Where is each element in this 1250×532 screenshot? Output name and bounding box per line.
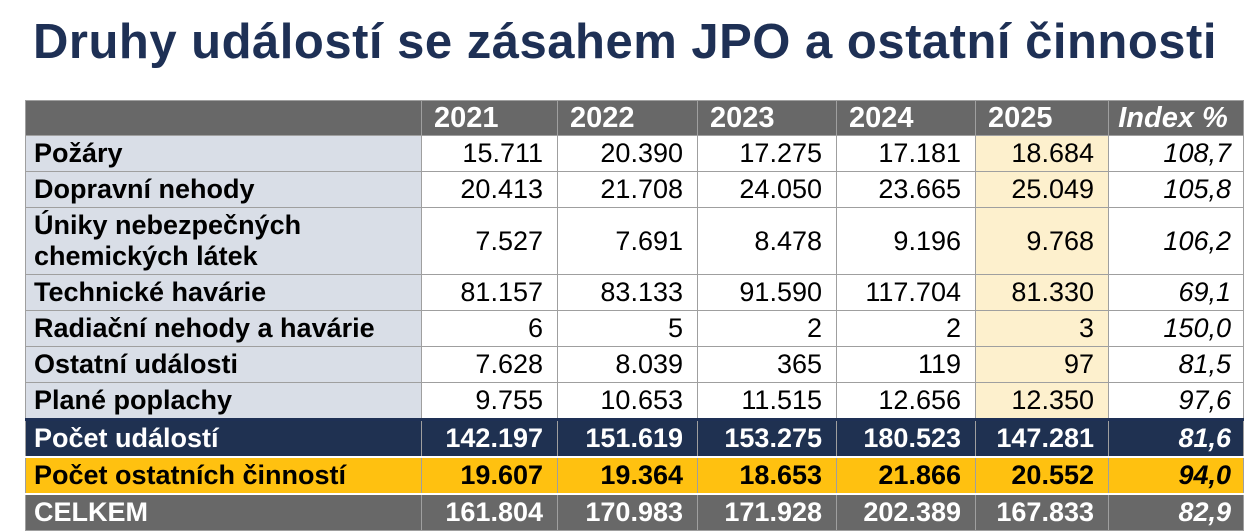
table-row: Dopravní nehody 20.413 21.708 24.050 23.665 2… — [25, 171, 1244, 208]
cell-2021: 7.527 — [421, 207, 558, 275]
cell-2024: 21.866 — [836, 456, 976, 495]
row-label: Počet ostatních činností — [25, 456, 422, 495]
cell-2024: 117.704 — [836, 274, 976, 311]
cell-2021: 7.628 — [421, 346, 558, 383]
row-label: CELKEM — [25, 493, 422, 531]
column-header-2024: 2024 — [836, 100, 976, 136]
cell-2021: 20.413 — [421, 171, 558, 208]
cell-2021: 9.755 — [421, 382, 558, 420]
cell-2025: 147.281 — [975, 418, 1109, 458]
row-label: Dopravní nehody — [25, 171, 422, 208]
cell-2023: 2 — [697, 310, 837, 347]
cell-2021: 161.804 — [421, 493, 558, 531]
table-row: Ostatní události 7.628 8.039 365 119 97 81,5 — [25, 346, 1244, 383]
table-row: Plané poplachy 9.755 10.653 11.515 12.656 12.… — [25, 382, 1244, 420]
cell-2023: 153.275 — [697, 418, 837, 458]
cell-2025: 97 — [975, 346, 1109, 383]
cell-2022: 170.983 — [557, 493, 698, 531]
cell-index: 82,9 — [1108, 493, 1244, 531]
row-label: Radiační nehody a havárie — [25, 310, 422, 347]
cell-2022: 21.708 — [557, 171, 698, 208]
cell-2021: 81.157 — [421, 274, 558, 311]
cell-2023: 171.928 — [697, 493, 837, 531]
cell-2024: 17.181 — [836, 135, 976, 172]
table-row: Radiační nehody a havárie 6 5 2 2 3 150,0 — [25, 310, 1244, 347]
cell-2024: 202.389 — [836, 493, 976, 531]
cell-2025: 25.049 — [975, 171, 1109, 208]
cell-2022: 83.133 — [557, 274, 698, 311]
cell-2025: 18.684 — [975, 135, 1109, 172]
cell-index: 81,6 — [1108, 418, 1244, 458]
table-row: CELKEM 161.804 170.983 171.928 202.389 167.83… — [25, 493, 1244, 531]
header-row: 2021 2022 2023 2024 2025 Index % — [25, 100, 1244, 136]
table-row: Požáry 15.711 20.390 17.275 17.181 18.684 108,… — [25, 135, 1244, 172]
cell-2025: 20.552 — [975, 456, 1109, 495]
table-header: 2021 2022 2023 2024 2025 Index % — [25, 100, 1244, 136]
column-header-corner — [25, 100, 422, 136]
column-header-2022: 2022 — [557, 100, 698, 136]
cell-2024: 23.665 — [836, 171, 976, 208]
cell-2024: 119 — [836, 346, 976, 383]
cell-2022: 19.364 — [557, 456, 698, 495]
cell-2024: 9.196 — [836, 207, 976, 275]
row-label: Počet událostí — [25, 418, 422, 458]
row-label: Technické havárie — [25, 274, 422, 311]
cell-2025: 81.330 — [975, 274, 1109, 311]
cell-2022: 8.039 — [557, 346, 698, 383]
cell-index: 94,0 — [1108, 456, 1244, 495]
table-body: Požáry 15.711 20.390 17.275 17.181 18.684 108,… — [25, 135, 1244, 531]
column-header-2021: 2021 — [421, 100, 558, 136]
cell-index: 106,2 — [1108, 207, 1244, 275]
table-row: Úniky nebezpečných chemických látek 7.527… — [25, 207, 1244, 275]
cell-2024: 12.656 — [836, 382, 976, 420]
cell-2023: 8.478 — [697, 207, 837, 275]
events-table: 2021 2022 2023 2024 2025 Index % Požáry 15.711… — [25, 100, 1244, 531]
cell-index: 97,6 — [1108, 382, 1244, 420]
cell-2022: 10.653 — [557, 382, 698, 420]
cell-2021: 142.197 — [421, 418, 558, 458]
cell-2023: 11.515 — [697, 382, 837, 420]
cell-index: 108,7 — [1108, 135, 1244, 172]
column-header-2025: 2025 — [975, 100, 1109, 136]
cell-index: 150,0 — [1108, 310, 1244, 347]
cell-2022: 5 — [557, 310, 698, 347]
cell-index: 105,8 — [1108, 171, 1244, 208]
cell-2023: 17.275 — [697, 135, 837, 172]
cell-2021: 19.607 — [421, 456, 558, 495]
cell-2023: 365 — [697, 346, 837, 383]
cell-2023: 18.653 — [697, 456, 837, 495]
column-header-index: Index % — [1108, 100, 1244, 136]
table-row: Počet událostí 142.197 151.619 153.275 180.5… — [25, 418, 1244, 458]
cell-index: 81,5 — [1108, 346, 1244, 383]
row-label: Úniky nebezpečných chemických látek — [25, 207, 422, 275]
row-label: Požáry — [25, 135, 422, 172]
cell-2024: 180.523 — [836, 418, 976, 458]
cell-2021: 15.711 — [421, 135, 558, 172]
cell-index: 69,1 — [1108, 274, 1244, 311]
cell-2025: 12.350 — [975, 382, 1109, 420]
cell-2025: 9.768 — [975, 207, 1109, 275]
cell-2025: 3 — [975, 310, 1109, 347]
cell-2022: 7.691 — [557, 207, 698, 275]
table-row: Počet ostatních činností 19.607 19.364 18.6… — [25, 456, 1244, 495]
table-row: Technické havárie 81.157 83.133 91.590 117.7… — [25, 274, 1244, 311]
cell-2025: 167.833 — [975, 493, 1109, 531]
cell-2023: 91.590 — [697, 274, 837, 311]
row-label: Ostatní události — [25, 346, 422, 383]
cell-2022: 151.619 — [557, 418, 698, 458]
cell-2024: 2 — [836, 310, 976, 347]
cell-2022: 20.390 — [557, 135, 698, 172]
column-header-2023: 2023 — [697, 100, 837, 136]
page-title: Druhy událostí se zásahem JPO a ostatní … — [33, 15, 1217, 69]
row-label: Plané poplachy — [25, 382, 422, 420]
cell-2021: 6 — [421, 310, 558, 347]
cell-2023: 24.050 — [697, 171, 837, 208]
